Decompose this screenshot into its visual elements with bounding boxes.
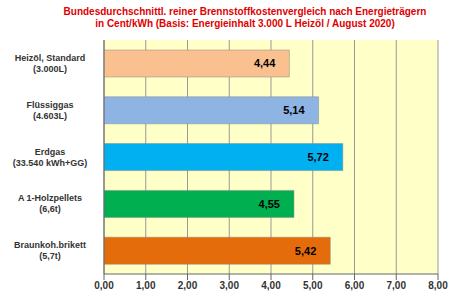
html-text:Bundesdurchschnittl. reiner Br: Bundesdurchschnittl. reiner Brennstoffko… [63,6,427,17]
svg-text:6,00: 6,00 [345,280,365,291]
svg-text:5,42: 5,42 [295,245,316,257]
svg-text:4,44: 4,44 [254,57,276,69]
svg-text:Erdgas(33.540 kWh+GG): Erdgas(33.540 kWh+GG) [13,147,87,168]
svg-text:Heizöl, Standard(3.000L): Heizöl, Standard(3.000L) [15,53,86,74]
svg-text:3,00: 3,00 [220,280,240,291]
svg-text:4,55: 4,55 [259,198,280,210]
svg-text:2,00: 2,00 [178,280,198,291]
svg-text:4,00: 4,00 [261,280,281,291]
svg-text:A 1-Holzpellets(6,6t): A 1-Holzpellets(6,6t) [18,193,82,214]
svg-text:Braunkoh.brikett(5,7t): Braunkoh.brikett(5,7t) [14,240,86,261]
svg-text:8,00: 8,00 [428,280,442,291]
svg-text:5,14: 5,14 [283,104,305,116]
svg-text:Flüssiggas(4.603L): Flüssiggas(4.603L) [26,100,73,121]
svg-text:0,00: 0,00 [94,280,114,291]
svg-text:5,00: 5,00 [303,280,323,291]
html-text:in Cent/kWh (Basis: Energieinh: in Cent/kWh (Basis: Energieinhalt 3.000 … [95,18,395,29]
svg-text:7,00: 7,00 [387,280,407,291]
svg-text:1,00: 1,00 [136,280,156,291]
svg-text:5,72: 5,72 [307,151,328,163]
